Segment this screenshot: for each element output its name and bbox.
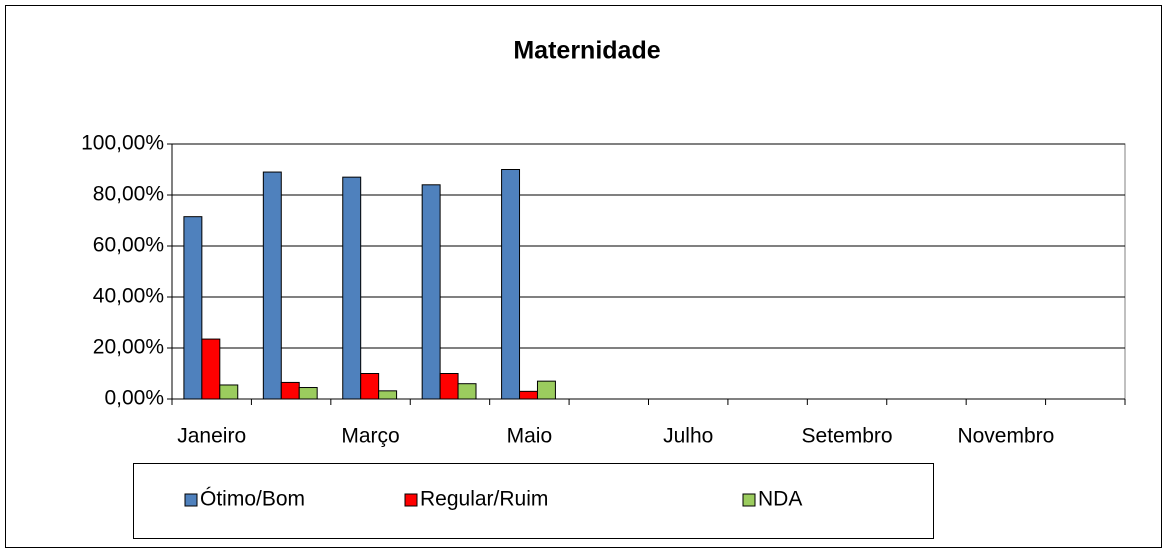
- bar: [280, 381, 300, 400]
- legend-label: NDA: [758, 488, 802, 511]
- y-tick-label: 60,00%: [93, 234, 164, 257]
- x-tick-label: Setembro: [802, 425, 893, 448]
- bar: [219, 384, 239, 400]
- x-tick-label: Novembro: [957, 425, 1054, 448]
- legend-swatch: [184, 493, 198, 507]
- x-tick-label: Março: [341, 425, 399, 448]
- bar: [536, 380, 556, 400]
- x-tick-label: Janeiro: [177, 425, 246, 448]
- y-tick-label: 40,00%: [93, 285, 164, 308]
- bar: [421, 184, 441, 400]
- bar: [378, 390, 398, 400]
- x-tick-label: Maio: [507, 425, 553, 448]
- legend-label: Regular/Ruim: [420, 488, 548, 511]
- bar: [501, 169, 521, 400]
- y-tick-label: 0,00%: [104, 387, 164, 410]
- bar: [262, 171, 282, 400]
- legend-swatch: [742, 493, 756, 507]
- bar: [439, 373, 459, 400]
- bar: [201, 338, 221, 400]
- y-tick-label: 100,00%: [81, 132, 164, 155]
- bar: [360, 373, 380, 400]
- bar: [457, 383, 477, 400]
- bar: [183, 216, 203, 400]
- plot-area: [171, 143, 1126, 400]
- legend-label: Ótimo/Bom: [200, 488, 305, 511]
- x-tick-label: Julho: [663, 425, 713, 448]
- y-tick-label: 20,00%: [93, 336, 164, 359]
- bar: [519, 390, 538, 400]
- y-tick-label: 80,00%: [93, 183, 164, 206]
- bar: [342, 176, 362, 400]
- bar: [298, 387, 318, 400]
- legend-box: [133, 463, 934, 539]
- chart-title: Maternidade: [513, 37, 660, 65]
- legend-swatch: [404, 493, 418, 507]
